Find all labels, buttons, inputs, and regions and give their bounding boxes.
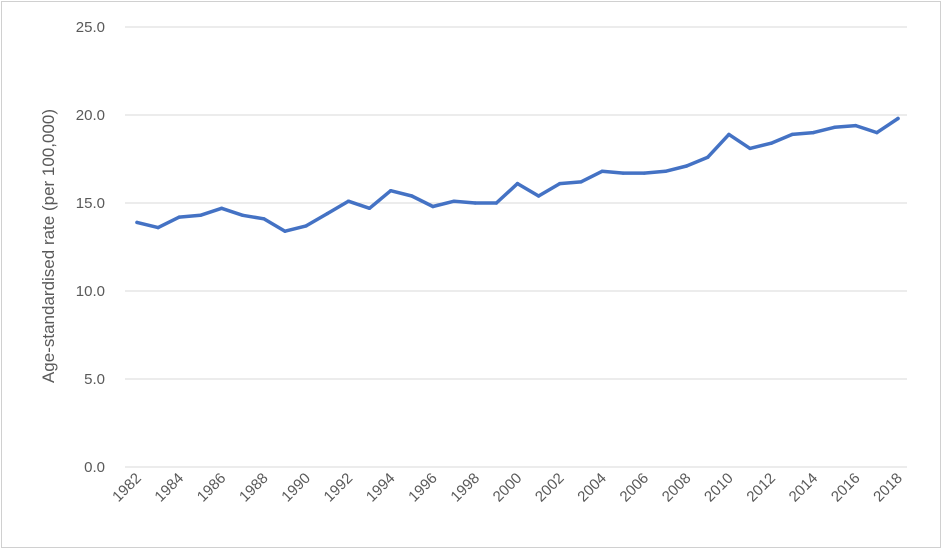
x-tick-label: 2016 <box>828 470 864 506</box>
x-tick-label: 2012 <box>743 470 779 506</box>
x-tick-label: 1992 <box>321 470 357 506</box>
data-point <box>875 130 879 135</box>
data-point <box>515 181 520 186</box>
data-point <box>219 206 224 210</box>
x-tick-label: 2006 <box>617 470 653 506</box>
data-point <box>684 164 689 168</box>
data-point <box>748 146 752 151</box>
gridlines <box>125 26 907 468</box>
data-point <box>198 213 203 217</box>
data-point <box>706 155 710 159</box>
data-point <box>621 171 625 175</box>
data-point <box>177 215 181 219</box>
x-tick-label: 1986 <box>194 470 230 506</box>
data-point <box>896 116 900 121</box>
data-point <box>389 189 393 193</box>
data-point <box>325 211 329 216</box>
y-tick-label: 10.0 <box>76 283 105 300</box>
data-point <box>769 141 773 145</box>
x-tick-label: 2002 <box>532 470 568 506</box>
data-point <box>811 130 816 135</box>
data-point <box>135 220 139 225</box>
x-axis-tick-labels: 1982 1984 1986 1988 1990 1992 1994 1996 1998 2000… <box>109 470 906 506</box>
data-point <box>642 171 646 175</box>
x-tick-label: 2004 <box>574 470 610 506</box>
data-point <box>579 180 583 184</box>
y-axis-tick-labels: 0.0 5.0 10.0 15.0 20.0 25.0 <box>76 19 105 476</box>
y-tick-label: 15.0 <box>76 195 105 212</box>
x-tick-label: 1994 <box>363 470 399 506</box>
data-point <box>156 225 160 230</box>
x-tick-label: 2010 <box>701 470 737 506</box>
data-point <box>410 194 414 198</box>
x-tick-label: 1982 <box>109 470 145 506</box>
series-layer <box>135 116 900 233</box>
data-point <box>832 125 837 129</box>
data-point <box>663 169 668 173</box>
data-point <box>346 199 351 203</box>
data-point <box>473 201 477 205</box>
data-point <box>790 132 794 137</box>
x-tick-label: 2018 <box>870 470 906 506</box>
x-tick-label: 1990 <box>278 470 314 506</box>
data-point <box>600 169 604 173</box>
data-point <box>558 181 562 186</box>
data-point <box>283 229 287 233</box>
x-tick-label: 2014 <box>786 470 822 506</box>
data-point <box>241 213 245 217</box>
x-tick-label: 1988 <box>236 470 272 506</box>
y-tick-label: 0.0 <box>84 459 105 476</box>
x-tick-label: 2000 <box>490 470 526 506</box>
x-tick-label: 1998 <box>447 470 483 506</box>
x-tick-label: 1984 <box>151 470 187 506</box>
y-tick-label: 5.0 <box>84 371 105 388</box>
y-axis-title: Age-standardised rate (per 100,000) <box>39 109 58 383</box>
x-tick-label: 2008 <box>659 470 695 506</box>
data-point <box>854 123 858 128</box>
y-tick-label: 20.0 <box>76 107 105 124</box>
data-point <box>536 194 541 198</box>
data-point <box>727 132 731 137</box>
x-tick-label: 1996 <box>405 470 441 506</box>
data-point <box>452 199 456 203</box>
y-tick-label: 25.0 <box>76 19 105 36</box>
data-point <box>367 206 372 210</box>
data-point <box>304 224 308 228</box>
data-point <box>494 201 499 205</box>
data-point <box>431 204 435 209</box>
series-line <box>135 116 900 233</box>
data-point <box>262 217 266 221</box>
